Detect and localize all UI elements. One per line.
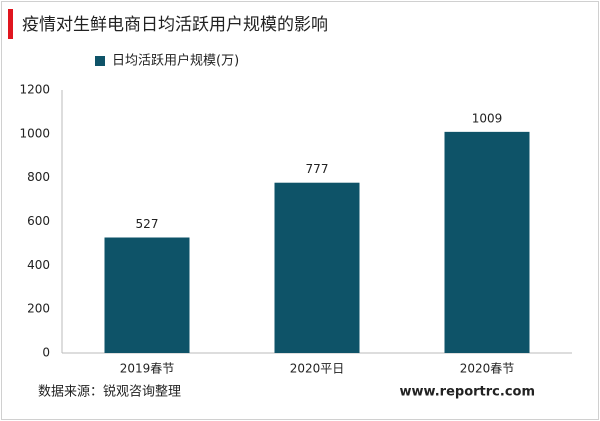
y-tick-label: 200 (27, 302, 50, 316)
x-tick-label: 2020平日 (290, 362, 345, 376)
y-tick-label: 600 (27, 214, 50, 228)
x-tick-label: 2019春节 (120, 362, 175, 376)
bar (444, 131, 530, 353)
bar (274, 182, 360, 353)
y-tick-label: 400 (27, 258, 50, 272)
title-accent (8, 9, 13, 39)
bar (104, 237, 190, 353)
data-label: 1009 (472, 111, 503, 125)
y-tick-label: 800 (27, 170, 50, 184)
source-note: 数据来源：锐观咨询整理 (38, 385, 181, 400)
y-tick-label: 1200 (19, 83, 50, 97)
legend-swatch (95, 56, 105, 66)
data-label: 527 (136, 217, 159, 231)
chart-title: 疫情对生鲜电商日均活跃用户规模的影响 (22, 15, 328, 35)
legend-label: 日均活跃用户规模(万) (112, 53, 239, 69)
x-tick-label: 2020春节 (460, 362, 515, 376)
y-tick-label: 1000 (19, 126, 50, 140)
y-tick-label: 0 (42, 346, 50, 360)
data-label: 777 (306, 162, 329, 176)
website: www.reportrc.com (400, 385, 535, 400)
